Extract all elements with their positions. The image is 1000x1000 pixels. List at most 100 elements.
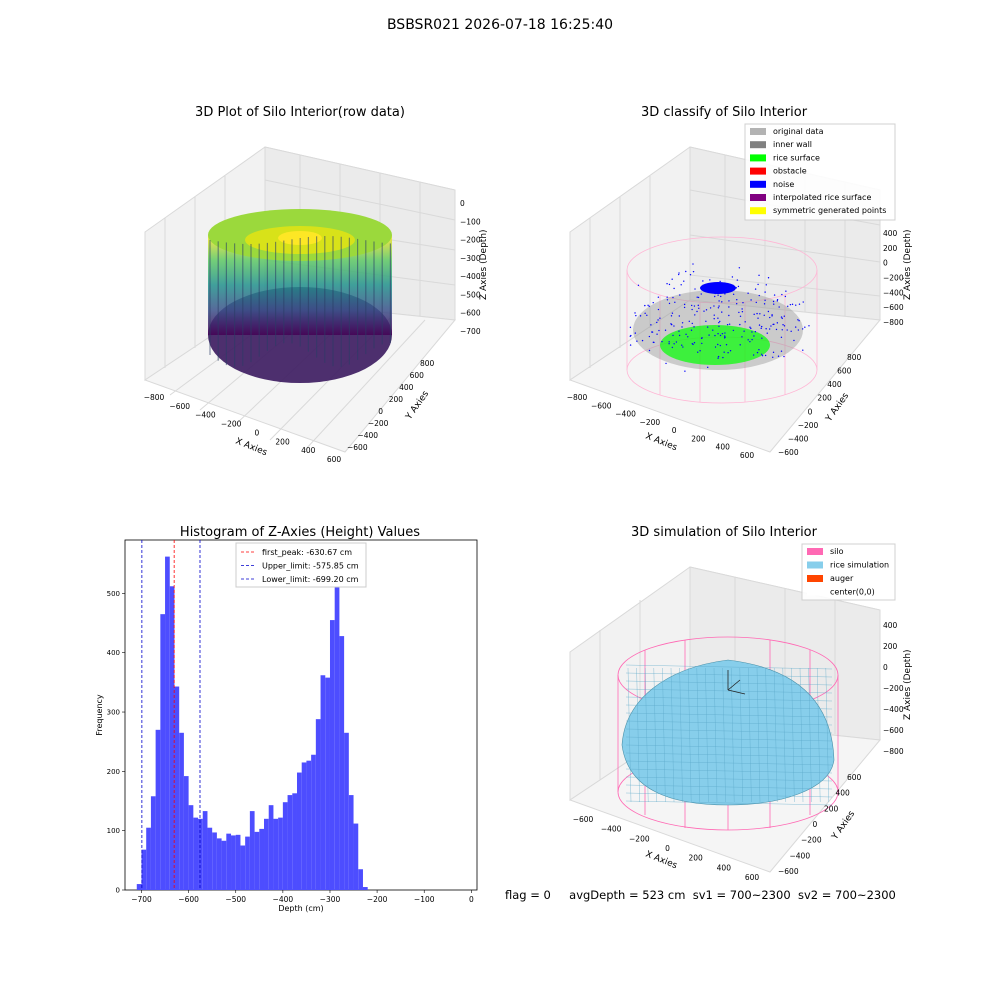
legend-swatch: [750, 180, 766, 188]
noise-point: [798, 319, 800, 322]
y-tick-label: −600: [778, 448, 799, 457]
noise-point: [722, 356, 724, 359]
y-tick-label: 600: [410, 371, 425, 380]
hist-vlines: [141, 540, 201, 890]
noise-point: [725, 344, 728, 346]
panel-classify-3d: 3D classify of Silo Interior: [567, 105, 913, 460]
hist-bar: [202, 811, 208, 890]
noise-point: [756, 351, 759, 354]
hist-bar: [231, 835, 236, 890]
legend-label: inner wall: [773, 140, 812, 149]
noise-point: [771, 315, 773, 317]
noise-point: [696, 310, 698, 313]
noise-point: [724, 335, 726, 337]
sim-mesh-line: [625, 696, 833, 702]
hist-bar: [174, 686, 180, 890]
sim-mesh-line: [625, 720, 833, 726]
hist-xtick-label: 0: [469, 895, 474, 904]
noise-point: [718, 305, 720, 307]
noise-point: [751, 331, 753, 333]
sim-mesh-line: [705, 667, 709, 803]
noise-point: [636, 340, 638, 342]
hist-legend-label: first_peak: -630.67 cm: [262, 548, 352, 557]
noise-point: [763, 314, 765, 316]
noise-point: [658, 329, 660, 332]
noise-point: [739, 315, 742, 318]
hist-bar: [245, 836, 250, 890]
noise-point: [690, 329, 693, 331]
noise-point: [717, 343, 719, 346]
legend-label: original data: [773, 127, 824, 136]
noise-point: [758, 294, 760, 297]
legend-swatch: [750, 207, 766, 215]
noise-point: [758, 274, 760, 277]
sim-mesh-line: [625, 712, 833, 718]
y-tick-label: 600: [847, 773, 862, 782]
z-tick-label: −600: [883, 303, 904, 312]
noise-point: [757, 317, 759, 319]
noise-point: [697, 351, 699, 353]
sim-mesh-line: [713, 667, 718, 803]
z-tick-label: −200: [883, 274, 904, 283]
hist-bar: [240, 845, 246, 890]
avg-depth-text: avgDepth = 523 cm: [569, 888, 686, 902]
hist-bar: [249, 811, 255, 890]
hist-title: Histogram of Z-Axies (Height) Values: [180, 525, 420, 540]
legend-swatch: [750, 154, 766, 162]
noise-point: [681, 322, 684, 324]
hist-bar: [273, 818, 279, 890]
x-tick-label: −200: [629, 834, 650, 843]
noise-point: [736, 299, 738, 301]
noise-point: [778, 306, 780, 308]
flag-text: flag = 0: [505, 888, 551, 902]
noise-point: [714, 334, 716, 337]
noise-point: [764, 354, 767, 357]
noise-point: [673, 325, 675, 327]
noise-point: [742, 302, 744, 304]
legend-swatch: [807, 588, 823, 596]
noise-point: [703, 310, 705, 312]
noise-point: [701, 342, 703, 345]
noise-point: [656, 321, 658, 324]
noise-point: [652, 301, 654, 304]
x-tick-label: −600: [573, 815, 594, 824]
z-tick-label: −700: [460, 327, 481, 336]
noise-point: [767, 277, 770, 279]
noise-point: [728, 323, 731, 325]
hist-bar: [212, 832, 217, 890]
noise-point: [717, 317, 719, 319]
hist-x-ticks: −700 −600 −500 −400 −300 −200 −100 0: [131, 890, 474, 904]
noise-point: [693, 342, 696, 344]
noise-point: [721, 332, 724, 335]
noise-point: [768, 328, 771, 330]
noise-point: [661, 340, 663, 343]
noise-point: [767, 310, 770, 313]
sim-mesh-line: [722, 667, 726, 803]
noise-point: [747, 292, 749, 294]
hist-bar: [183, 776, 189, 890]
legend-label: rice simulation: [830, 561, 889, 570]
noise-point: [735, 303, 738, 305]
noise-point: [797, 319, 799, 321]
noise-point: [668, 343, 670, 345]
panel-raw-title: 3D Plot of Silo Interior(row data): [195, 105, 405, 120]
legend-label: rice surface: [773, 153, 820, 162]
noise-point: [749, 326, 751, 328]
noise-point: [802, 301, 804, 303]
z-tick-label: −600: [460, 309, 481, 318]
noise-point: [709, 307, 712, 309]
sim-mesh-line: [679, 667, 683, 803]
hist-bar: [259, 828, 265, 890]
noise-point: [692, 270, 695, 273]
noise-point: [741, 308, 743, 310]
hist-xtick-label: −600: [178, 895, 199, 904]
noise-point: [713, 317, 715, 320]
noise-point: [682, 346, 684, 348]
noise-point: [717, 355, 720, 358]
noise-point: [773, 294, 776, 296]
noise-point: [750, 299, 752, 301]
noise-point: [717, 294, 719, 296]
y-tick-label: 200: [817, 394, 832, 403]
x-tick-label: 400: [716, 443, 731, 452]
